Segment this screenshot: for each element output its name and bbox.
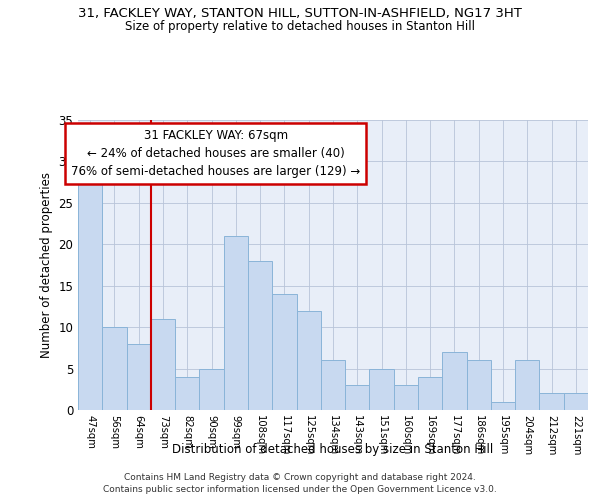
Text: 31 FACKLEY WAY: 67sqm
← 24% of detached houses are smaller (40)
76% of semi-deta: 31 FACKLEY WAY: 67sqm ← 24% of detached … [71,128,361,178]
Text: Contains public sector information licensed under the Open Government Licence v3: Contains public sector information licen… [103,485,497,494]
Bar [199,368,224,410]
Bar [151,319,175,410]
Bar [418,377,442,410]
Bar [296,310,321,410]
Bar [248,261,272,410]
Bar [224,236,248,410]
Text: Size of property relative to detached houses in Stanton Hill: Size of property relative to detached ho… [125,20,475,33]
Bar [102,327,127,410]
Bar [539,394,564,410]
Y-axis label: Number of detached properties: Number of detached properties [40,172,53,358]
Bar [321,360,345,410]
Bar [491,402,515,410]
Text: Contains HM Land Registry data © Crown copyright and database right 2024.: Contains HM Land Registry data © Crown c… [124,472,476,482]
Text: Distribution of detached houses by size in Stanton Hill: Distribution of detached houses by size … [172,442,494,456]
Bar [127,344,151,410]
Bar [370,368,394,410]
Bar [394,385,418,410]
Bar [564,394,588,410]
Bar [467,360,491,410]
Bar [175,377,199,410]
Bar [515,360,539,410]
Text: 31, FACKLEY WAY, STANTON HILL, SUTTON-IN-ASHFIELD, NG17 3HT: 31, FACKLEY WAY, STANTON HILL, SUTTON-IN… [78,8,522,20]
Bar [272,294,296,410]
Bar [345,385,370,410]
Bar [78,170,102,410]
Bar [442,352,467,410]
